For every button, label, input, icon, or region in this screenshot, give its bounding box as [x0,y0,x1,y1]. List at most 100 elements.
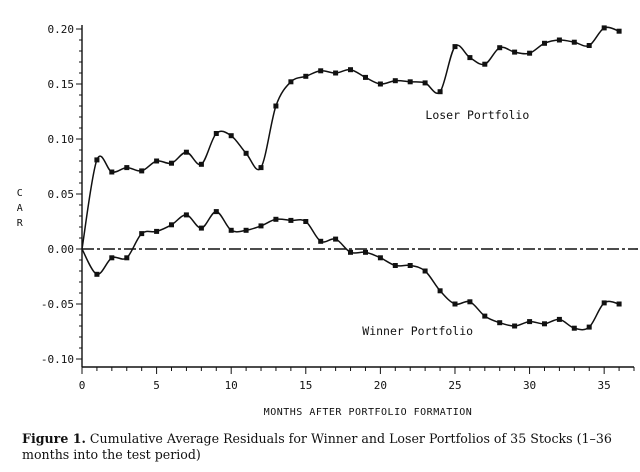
y-tick-label: 0.20 [48,23,75,36]
winner-portfolio-point [228,227,234,233]
y-tick-label: 0.15 [48,78,75,91]
winner-portfolio-line [81,210,620,331]
loser-portfolio-point [467,55,473,61]
loser-portfolio-point [586,43,592,48]
y-tick-label: 0.10 [48,133,75,146]
winner-portfolio-point [198,225,204,231]
winner-portfolio-point [243,227,249,233]
loser-portfolio-point [288,79,294,85]
loser-portfolio-point [512,49,518,55]
loser-portfolio-point [258,165,264,171]
y-tick-label: -0.05 [41,298,74,311]
winner-portfolio-point [363,249,368,255]
series-annotation: Loser Portfolio [425,108,529,122]
loser-portfolio-point [318,68,324,74]
loser-portfolio-point [124,165,130,171]
winner-portfolio-point [124,255,130,261]
winner-portfolio-point [348,249,353,255]
annotation-group: Loser Portfolio Winner Portfolio [362,108,529,338]
loser-portfolio-point [542,40,547,46]
loser-portfolio-point [139,168,145,174]
loser-portfolio-point [154,158,160,164]
y-axis-title: C A R [17,188,24,229]
winner-portfolio-point [303,219,309,224]
loser-portfolio-point [571,39,577,45]
winner-portfolio-point [467,299,473,305]
x-tick-label: 25 [448,379,461,392]
series-annotation: Winner Portfolio [362,324,473,338]
x-tick-label: 10 [225,379,238,392]
y-tick-label: -0.10 [41,353,74,366]
x-tick-label: 0 [79,379,86,392]
loser-portfolio-point [94,157,100,163]
winner-portfolio-point [154,228,160,234]
loser-portfolio-point [213,131,219,136]
loser-portfolio-point [169,160,174,166]
y-tick-label: 0.05 [48,188,75,201]
winner-portfolio-point [273,216,279,222]
winner-portfolio-point [512,323,518,329]
x-axis-title: MONTHS AFTER PORTFOLIO FORMATION [264,407,473,418]
winner-portfolio-point [94,271,100,277]
loser-portfolio-point [392,78,398,84]
loser-portfolio-point [527,50,533,56]
winner-portfolio-point [139,231,145,237]
car-chart: 0.20 0.15 0.10 0.05 0.00 -0.05 -0.10 0 5 10 15 20 25… [17,23,638,418]
figure-caption: Figure 1. Cumulative Average Residuals f… [22,431,622,463]
winner-portfolio-point [616,301,622,307]
y-tick-label: 0.00 [48,243,75,256]
winner-portfolio-point [556,316,562,322]
winner-portfolio-point [333,236,339,242]
y-axis-title-letter: C [17,188,24,199]
winner-portfolio-point [482,313,488,319]
loser-portfolio-point [243,150,249,156]
winner-portfolio-point [527,319,533,325]
winner-portfolio-point [288,217,294,223]
winner-portfolio-point [318,238,324,244]
loser-portfolio-point [109,169,115,175]
loser-portfolio-point [303,73,309,79]
loser-portfolio-point [452,44,458,50]
loser-portfolio-point [407,79,413,85]
x-tick-label: 20 [374,379,387,392]
winner-portfolio-point [601,300,607,306]
loser-portfolio-point [422,80,428,86]
loser-portfolio-point [556,37,562,43]
winner-portfolio-point [377,255,383,261]
loser-portfolio-point [273,103,279,109]
winner-portfolio-point [497,320,503,326]
winner-portfolio-point [452,301,458,307]
x-tick-label: 35 [598,379,611,392]
winner-portfolio-point [407,263,413,268]
winner-portfolio-point [542,321,547,327]
loser-portfolio-point [198,161,204,167]
figure-caption-label: Figure 1. [22,431,86,446]
winner-portfolio-point [422,268,428,274]
loser-portfolio-point [616,28,622,34]
loser-portfolio-point [377,81,383,87]
loser-portfolio-point [437,89,443,95]
winner-portfolio-point [392,263,398,268]
x-tick-label: 5 [153,379,160,392]
y-axis-title-letter: R [17,218,24,229]
loser-portfolio-line [81,26,620,250]
loser-portfolio-point [497,45,503,51]
winner-portfolio-point [258,223,264,229]
series-group [81,25,622,331]
loser-portfolio-point [183,149,189,155]
x-tick-label: 30 [523,379,536,392]
winner-portfolio-point [169,222,174,228]
axes: 0.20 0.15 0.10 0.05 0.00 -0.05 -0.10 0 5 10 15 20 25… [41,23,635,392]
loser-portfolio-point [601,25,607,31]
loser-portfolio-point [333,70,339,76]
winner-portfolio-point [183,212,189,218]
loser-portfolio-point [363,74,368,80]
loser-portfolio-point [228,133,234,139]
y-axis-title-letter: A [17,203,24,214]
winner-portfolio-point [571,325,577,331]
winner-portfolio-point [586,324,592,330]
loser-portfolio-point [482,61,488,67]
winner-portfolio-point [213,209,219,215]
loser-portfolio-point [348,67,353,73]
winner-portfolio-point [109,255,115,261]
